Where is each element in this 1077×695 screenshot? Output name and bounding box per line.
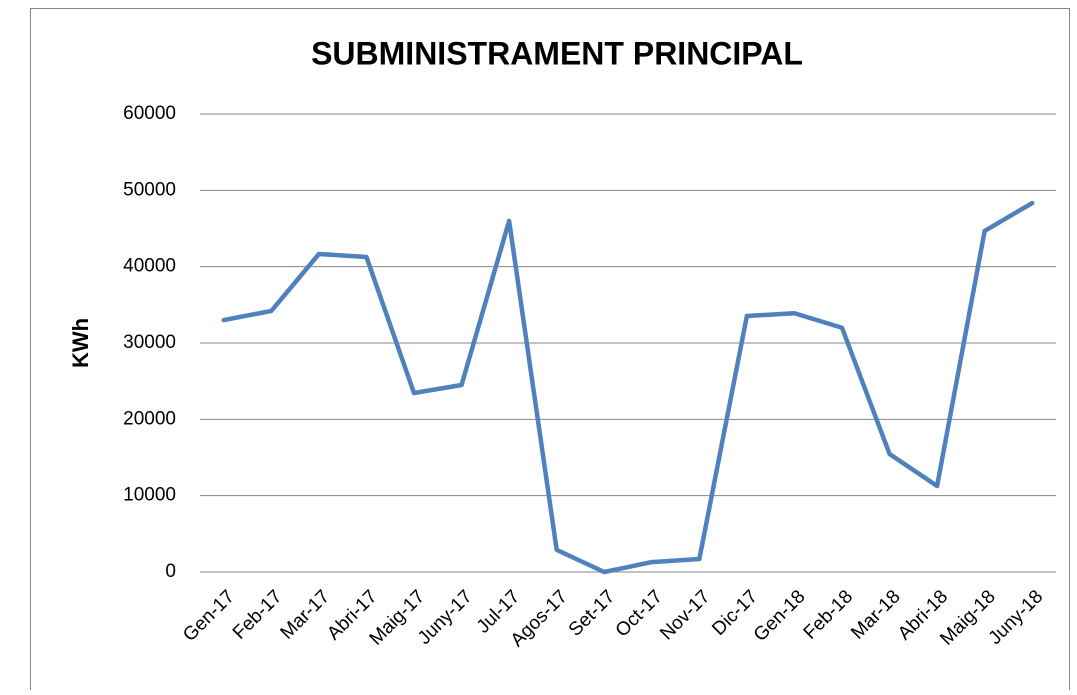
- y-tick-label: 30000: [123, 332, 176, 353]
- y-axis-label: KWh: [68, 318, 93, 368]
- y-tick-label: 50000: [123, 179, 176, 200]
- chart-title: SUBMINISTRAMENT PRINCIPAL: [311, 35, 803, 71]
- data-line: [221, 200, 1035, 575]
- y-tick-label: 10000: [123, 485, 176, 506]
- y-tick-label: 0: [165, 561, 176, 582]
- y-tick-label: 60000: [123, 103, 176, 124]
- y-tick-label: 40000: [123, 256, 176, 277]
- y-tick-label: 20000: [123, 408, 176, 429]
- chart-frame: [30, 8, 1070, 695]
